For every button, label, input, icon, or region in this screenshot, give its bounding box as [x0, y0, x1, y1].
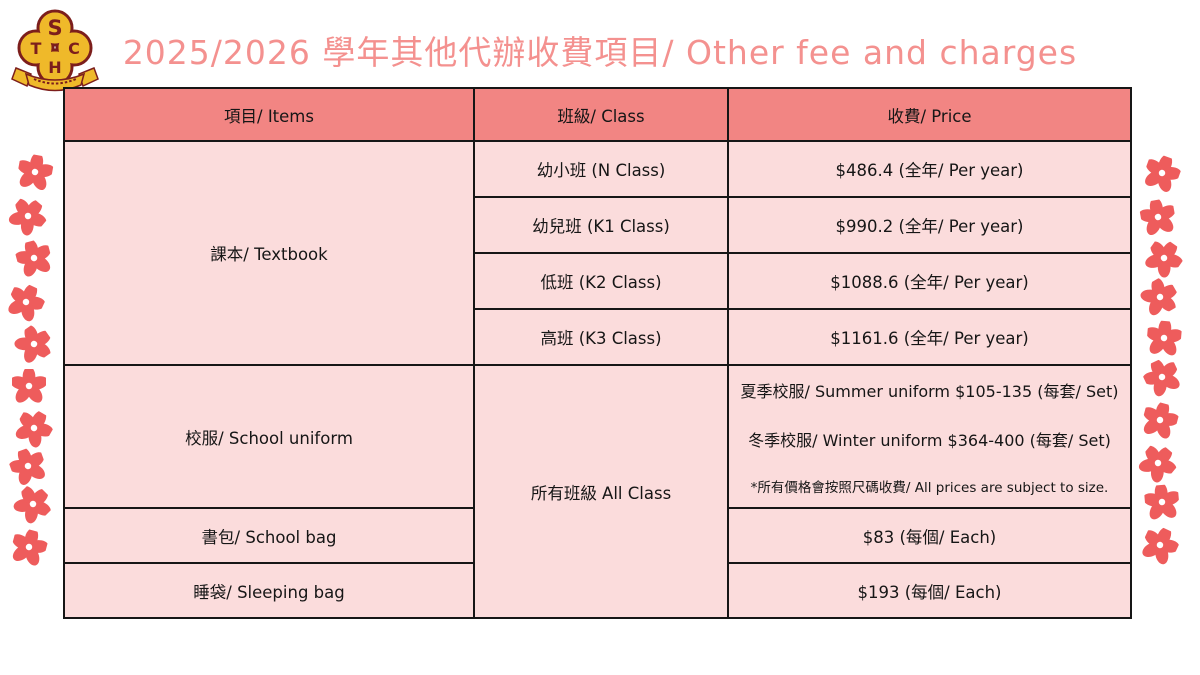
flower-icon	[1142, 482, 1181, 521]
header-class: 班級/ Class	[473, 87, 729, 142]
flower-icon	[11, 405, 57, 451]
price-k2: $1088.6 (全年/ Per year)	[727, 252, 1132, 310]
price-uniform-winter: 冬季校服/ Winter uniform $364-400 (每套/ Set)	[748, 430, 1111, 450]
price-uniform-note: *所有價格會按照尺碼收費/ All prices are subject to …	[750, 479, 1109, 496]
header-items: 項目/ Items	[63, 87, 475, 142]
school-crest-icon: S T C H	[11, 9, 99, 92]
class-all: 所有班級 All Class	[473, 364, 729, 619]
flower-icon	[1139, 354, 1184, 399]
class-k2: 低班 (K2 Class)	[473, 252, 729, 310]
school-logo: S T C H	[10, 4, 100, 96]
price-n: $486.4 (全年/ Per year)	[727, 140, 1132, 198]
table-row: 高班 (K3 Class) $1161.6 (全年/ Per year)	[64, 308, 1132, 366]
logo-letter-t: T	[31, 39, 42, 58]
flower-icon	[10, 366, 48, 403]
table-row: 校服/ School uniform 所有班級 All Class 夏季校服/ …	[63, 364, 1132, 619]
logo-ribbon	[11, 67, 99, 92]
flower-icon	[4, 192, 52, 240]
flower-icon	[3, 279, 48, 324]
flower-icon	[1145, 318, 1184, 357]
logo-letter-s: S	[47, 16, 62, 40]
flower-icon	[13, 237, 55, 279]
item-sleeping-bag: 睡袋/ Sleeping bag	[63, 562, 475, 619]
flower-icon	[1137, 274, 1183, 320]
table-row: 幼兒班 (K1 Class) $990.2 (全年/ Per year)	[64, 196, 1132, 254]
page-title: 2025/2026 學年其他代辦收費項目/ Other fee and char…	[122, 33, 1078, 72]
price-sleeping-bag: $193 (每個/ Each)	[727, 562, 1132, 619]
flower-icon	[1139, 399, 1181, 441]
item-school-bag: 書包/ School bag	[63, 507, 475, 564]
price-uniform-summer: 夏季校服/ Summer uniform $105-135 (每套/ Set)	[740, 381, 1119, 401]
flower-icon	[1140, 151, 1184, 195]
logo-letter-h: H	[48, 58, 61, 77]
class-n: 幼小班 (N Class)	[473, 140, 729, 198]
flower-icon	[1137, 522, 1182, 567]
logo-letter-c: C	[68, 39, 80, 58]
price-k1: $990.2 (全年/ Per year)	[727, 196, 1132, 254]
table-header-row: 項目/ Items 班級/ Class 收費/ Price	[63, 87, 1132, 142]
flower-icon	[6, 444, 50, 488]
price-school-bag: $83 (每個/ Each)	[727, 507, 1132, 564]
item-textbook: 課本/ Textbook	[63, 140, 475, 366]
item-uniform: 校服/ School uniform	[63, 364, 475, 509]
flower-icon	[15, 152, 55, 191]
table-row: 低班 (K2 Class) $1088.6 (全年/ Per year)	[64, 252, 1132, 310]
flower-icon	[1138, 197, 1177, 236]
flower-icon	[10, 320, 57, 367]
class-k1: 幼兒班 (K1 Class)	[473, 196, 729, 254]
price-uniform: 夏季校服/ Summer uniform $105-135 (每套/ Set) …	[727, 364, 1132, 509]
header-price: 收費/ Price	[727, 87, 1132, 142]
class-k3: 高班 (K3 Class)	[473, 308, 729, 366]
table-row: 書包/ School bag $83 (每個/ Each)	[63, 507, 1132, 564]
fee-table: 項目/ Items 班級/ Class 收費/ Price 課本/ Textbo…	[63, 87, 1132, 619]
price-k3: $1161.6 (全年/ Per year)	[727, 308, 1132, 366]
table-row: 課本/ Textbook 幼小班 (N Class) $486.4 (全年/ P…	[63, 140, 1132, 366]
table-row: 睡袋/ Sleeping bag $193 (每個/ Each)	[63, 562, 1132, 619]
flower-icon	[9, 480, 57, 528]
flower-icon	[1140, 234, 1187, 281]
flower-icon	[1134, 439, 1182, 487]
flower-icon	[8, 526, 50, 568]
